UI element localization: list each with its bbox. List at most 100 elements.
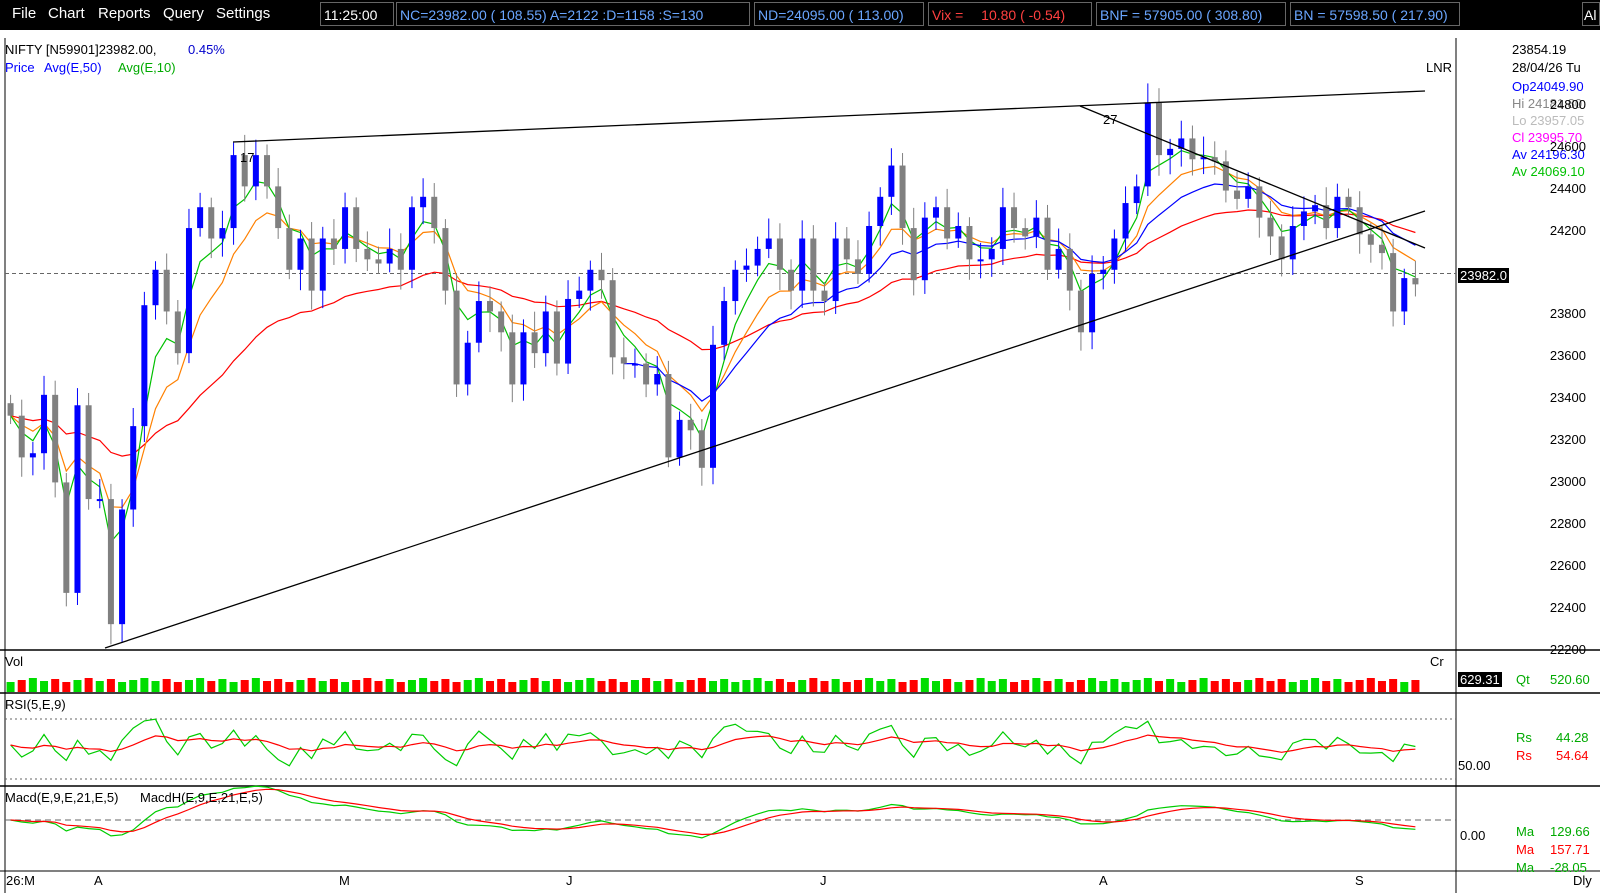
time-label: J xyxy=(820,873,827,888)
menu-chart[interactable]: Chart xyxy=(48,5,85,22)
rs-value: 44.28 xyxy=(1556,730,1589,745)
candle-body xyxy=(743,265,750,270)
ticker-nc[interactable]: NC=23982.00 ( 108.55) A=2122 :D=1158 :S=… xyxy=(396,2,750,26)
volume-bar xyxy=(753,678,762,692)
candle-body xyxy=(710,344,716,468)
volume-bar xyxy=(920,678,929,692)
volume-bar xyxy=(385,679,394,692)
volume-unit: Cr xyxy=(1430,654,1444,669)
chart-canvas[interactable] xyxy=(0,38,1600,893)
volume-bar xyxy=(28,678,37,692)
volume-bar xyxy=(363,678,372,692)
volume-bar xyxy=(207,681,216,692)
volume-bar xyxy=(1299,680,1308,692)
ticker-more[interactable]: Al xyxy=(1582,2,1600,26)
candle-body xyxy=(1122,203,1129,239)
candle-body xyxy=(308,238,315,291)
candle-body xyxy=(1111,238,1118,270)
ma2-value: 157.71 xyxy=(1550,842,1590,857)
candle-body xyxy=(565,298,572,364)
candle-body xyxy=(420,196,427,208)
volume-bar xyxy=(1288,682,1297,692)
info-avg10: Av 24069.10 xyxy=(1512,164,1585,179)
candle-body xyxy=(1044,217,1051,270)
candle-body xyxy=(1155,103,1162,156)
rsi-label: RSI(5,E,9) xyxy=(5,697,66,712)
volume-bar xyxy=(541,681,550,692)
legend-avg50: Avg(E,50) xyxy=(44,60,102,75)
volume-bar xyxy=(430,681,439,692)
menu-reports[interactable]: Reports xyxy=(98,5,151,22)
ticker-vix[interactable]: Vix = 10.80 ( -0.54) xyxy=(928,2,1092,26)
volume-bar xyxy=(1221,679,1230,692)
candle-body xyxy=(631,363,638,366)
volume-bar xyxy=(240,680,249,692)
volume-bar xyxy=(118,682,127,692)
ticker-bnf[interactable]: BNF = 57905.00 ( 308.80) xyxy=(1096,2,1286,26)
candle-body xyxy=(1367,234,1374,245)
candle-body xyxy=(197,207,204,229)
volume-bar xyxy=(452,682,461,692)
volume-bar xyxy=(1132,680,1141,692)
price-tick: 24400 xyxy=(1549,181,1586,196)
candle-body xyxy=(431,196,438,229)
candle-body xyxy=(576,290,583,299)
volume-bar xyxy=(1233,682,1242,692)
volume-bar xyxy=(1333,679,1342,692)
volume-bar xyxy=(352,680,361,692)
candle-body xyxy=(1300,211,1307,226)
price-tick: 23400 xyxy=(1549,390,1586,405)
lnr-label[interactable]: LNR xyxy=(1426,60,1453,75)
time-label: A xyxy=(94,873,103,888)
macdh-label: MacdH(E,9,E,21,E,5) xyxy=(140,790,263,805)
volume-bar xyxy=(809,678,818,692)
info-close: Cl 23995.70 xyxy=(1512,130,1583,145)
volume-bar xyxy=(1166,679,1175,692)
candle-body xyxy=(1066,248,1073,291)
volume-bar xyxy=(1188,680,1197,692)
info-high: Hi 24181.80 xyxy=(1512,96,1583,111)
candle-body xyxy=(141,305,148,427)
volume-bar xyxy=(251,678,260,692)
volume-bar xyxy=(229,682,238,692)
volume-bar xyxy=(954,682,963,692)
volume-bar xyxy=(374,681,383,692)
volume-bar xyxy=(17,680,26,692)
volume-bar xyxy=(987,681,996,692)
time-label: J xyxy=(566,873,573,888)
candle-body xyxy=(598,269,605,281)
legend-avg10: Avg(E,10) xyxy=(118,60,176,75)
ma3-label: Ma xyxy=(1516,860,1535,875)
candle-body xyxy=(163,269,170,312)
legend-price: Price xyxy=(5,60,35,75)
menu-file[interactable]: File xyxy=(12,5,37,22)
volume-bar xyxy=(709,681,717,692)
price-tick: 22200 xyxy=(1549,642,1586,657)
ticker-bn[interactable]: BN = 57598.50 ( 217.90) xyxy=(1290,2,1460,26)
menu-query[interactable]: Query xyxy=(163,5,204,22)
price-tick: 23200 xyxy=(1549,432,1586,447)
menu-settings[interactable]: Settings xyxy=(216,5,271,22)
candle-body xyxy=(988,248,995,260)
volume-bar xyxy=(865,678,874,692)
candle-body xyxy=(74,405,81,593)
volume-value: 629.31 xyxy=(1458,672,1502,687)
time-label: M xyxy=(339,873,350,888)
volume-bar xyxy=(396,682,405,692)
info-avg50: Av 24196.30 xyxy=(1512,147,1585,162)
volume-bar xyxy=(787,682,796,692)
ema-blue-line xyxy=(623,183,1416,402)
volume-bar xyxy=(274,679,283,692)
volume-bar xyxy=(720,679,729,692)
interval-label[interactable]: Dly xyxy=(1573,873,1592,888)
volume-bar xyxy=(441,679,450,692)
volume-bar xyxy=(965,680,974,692)
ma3-value: -28.05 xyxy=(1550,860,1587,875)
candle-body xyxy=(1100,269,1107,274)
candle-body xyxy=(1144,103,1151,187)
volume-bar xyxy=(106,679,115,692)
ticker-nd[interactable]: ND=24095.00 ( 113.00) xyxy=(754,2,924,26)
candle-body xyxy=(252,155,259,187)
candle-body xyxy=(241,155,248,187)
volume-bar xyxy=(184,680,193,692)
